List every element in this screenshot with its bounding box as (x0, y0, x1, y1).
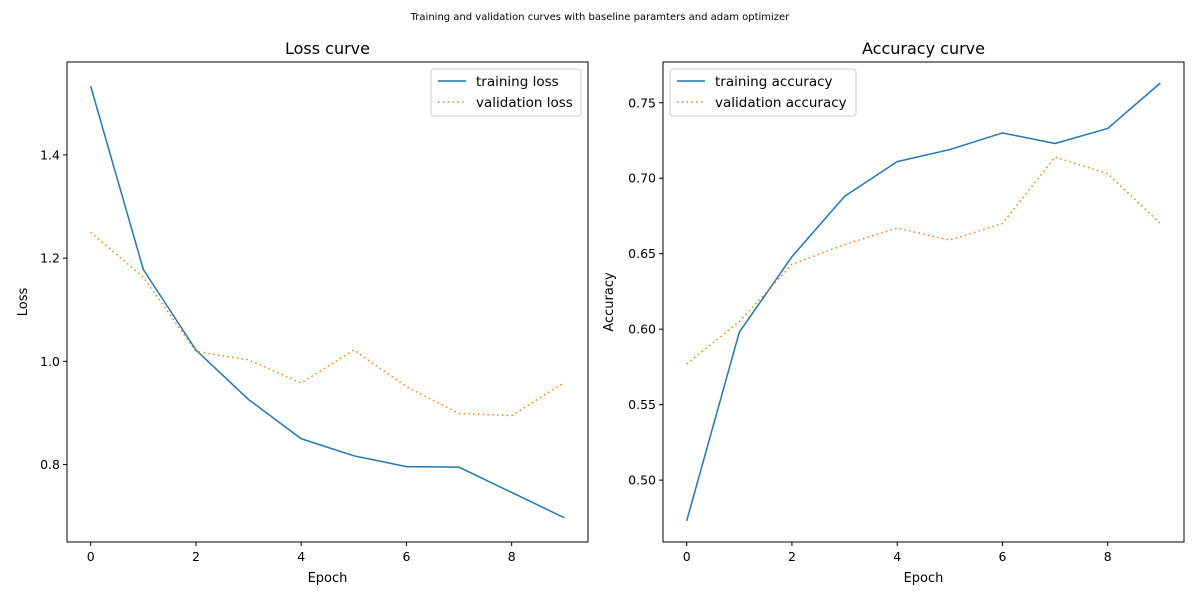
accuracy-legend-validation-label: validation accuracy (715, 95, 847, 111)
loss-chart-panel: Loss curve Epoch Loss training loss vali… (16, 39, 589, 586)
figure-suptitle: Training and validation curves with base… (410, 12, 791, 23)
loss-y-tick-label: 1.2 (40, 251, 60, 266)
loss-x-axis-label: Epoch (308, 571, 348, 586)
loss-x-tick-label: 2 (192, 549, 200, 564)
accuracy-legend: training accuracy validation accuracy (669, 68, 857, 117)
accuracy-chart-panel: Accuracy curve Epoch Accuracy training a… (602, 39, 1185, 586)
accuracy-x-tick-label: 2 (788, 549, 796, 564)
accuracy-chart-title: Accuracy curve (862, 39, 985, 58)
loss-y-tick-label: 1.4 (40, 147, 60, 162)
loss-axes-frame (66, 61, 589, 543)
accuracy-y-axis-label: Accuracy (602, 272, 617, 332)
loss-plot-layer (89, 86, 565, 519)
loss-legend-box (430, 68, 582, 117)
accuracy-x-tick-label: 4 (893, 549, 901, 564)
accuracy-y-tick-label: 0.70 (628, 171, 656, 186)
accuracy-y-tick-label: 0.65 (628, 246, 656, 261)
accuracy-legend-training-label: training accuracy (715, 74, 833, 90)
loss-plot-area (67, 62, 588, 542)
loss-legend-training-label: training loss (476, 74, 559, 90)
accuracy-axes-frame (662, 61, 1185, 543)
accuracy-y-tick-label: 0.55 (628, 397, 656, 412)
accuracy-y-tick-label: 0.60 (628, 322, 656, 337)
loss-chart-title: Loss curve (285, 39, 370, 58)
loss-training-series-line (89, 86, 565, 519)
accuracy-plot-area (663, 62, 1184, 542)
accuracy-x-axis-label: Epoch (904, 571, 944, 586)
accuracy-legend-box (669, 68, 857, 117)
loss-y-tick-label: 0.8 (40, 457, 60, 472)
accuracy-y-tick-label: 0.50 (628, 473, 656, 488)
accuracy-validation-series-line (686, 156, 1161, 365)
accuracy-x-tick-label: 8 (1104, 549, 1112, 564)
loss-y-axis-label: Loss (16, 288, 31, 317)
loss-legend: training loss validation loss (430, 68, 582, 117)
accuracy-x-tick-label: 6 (998, 549, 1006, 564)
accuracy-training-series-line (685, 82, 1161, 522)
accuracy-x-tick-label: 0 (683, 549, 691, 564)
loss-x-tick-label: 6 (402, 549, 410, 564)
loss-y-tick-label: 1.0 (40, 354, 60, 369)
accuracy-plot-layer (685, 82, 1161, 522)
loss-x-tick-label: 0 (87, 549, 95, 564)
loss-legend-validation-label: validation loss (476, 95, 573, 111)
loss-x-tick-label: 4 (297, 549, 305, 564)
accuracy-y-tick-label: 0.75 (628, 95, 656, 110)
loss-x-tick-label: 8 (508, 549, 516, 564)
